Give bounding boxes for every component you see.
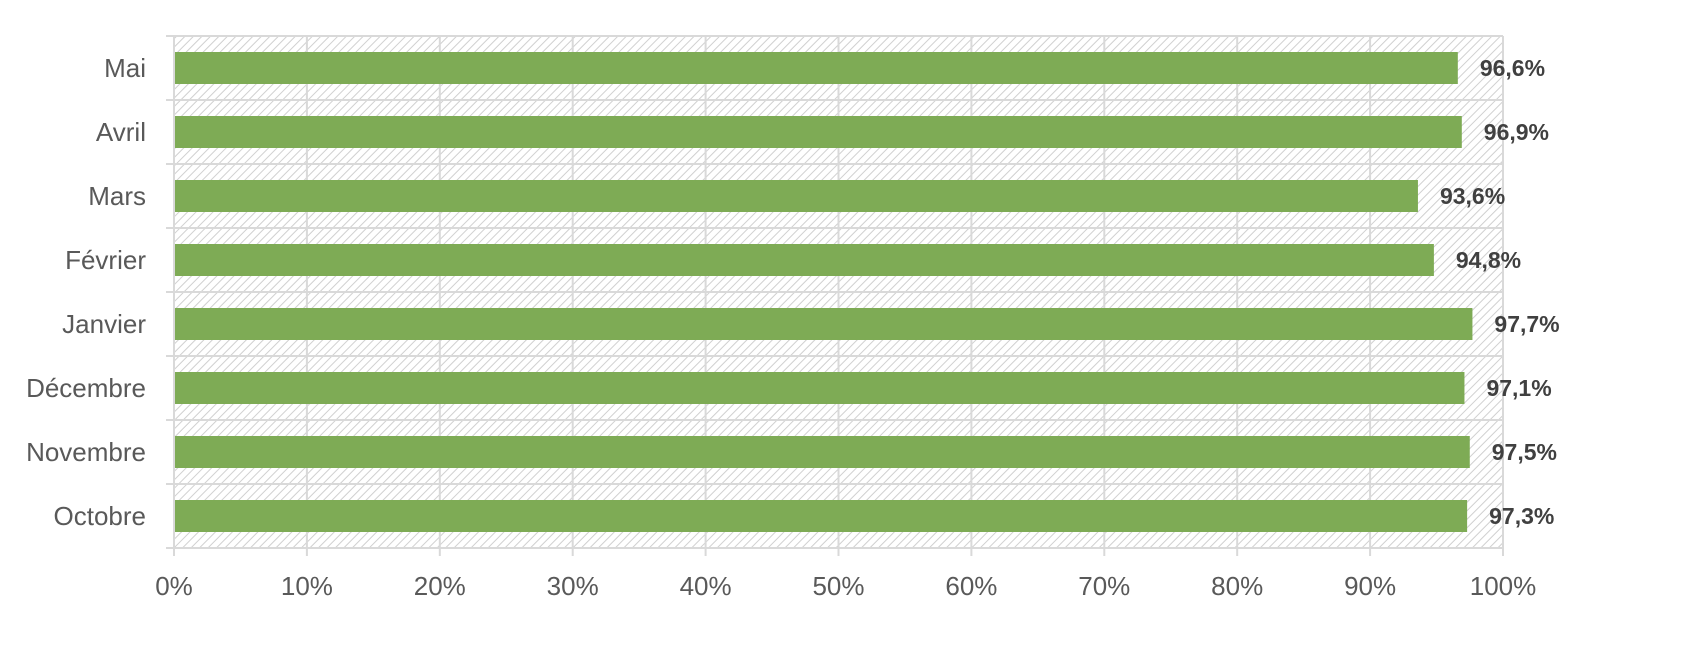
bar [175, 116, 1462, 148]
category-label: Avril [96, 117, 146, 147]
data-label: 93,6% [1440, 183, 1505, 209]
x-tick-label: 30% [547, 571, 599, 601]
category-label: Novembre [26, 437, 146, 467]
bar [175, 500, 1468, 532]
x-axis-tick-labels: 0% 10% 20% 30% 40% 50% 60% 70% 80% 90% 100% [155, 571, 1536, 601]
x-tick-label: 70% [1078, 571, 1130, 601]
category-labels: Mai Avril Mars Février Janvier Décembre Novemb… [26, 53, 146, 531]
x-tick-label: 20% [414, 571, 466, 601]
x-tick-label: 10% [281, 571, 333, 601]
category-label: Octobre [54, 501, 147, 531]
bar [175, 52, 1458, 84]
data-label: 97,1% [1486, 375, 1551, 401]
x-tick-label: 100% [1470, 571, 1537, 601]
category-label: Janvier [62, 309, 146, 339]
category-label: Décembre [26, 373, 146, 403]
bar [175, 436, 1470, 468]
data-label: 96,6% [1480, 55, 1545, 81]
bar [175, 244, 1434, 276]
x-tick-label: 0% [155, 571, 193, 601]
data-label: 97,3% [1489, 503, 1554, 529]
data-label: 96,9% [1484, 119, 1549, 145]
x-tick-label: 50% [812, 571, 864, 601]
bars [175, 52, 1473, 532]
category-label: Mars [88, 181, 146, 211]
x-tick-label: 80% [1211, 571, 1263, 601]
data-label: 94,8% [1456, 247, 1521, 273]
data-labels: 96,6% 96,9% 93,6% 94,8% 97,7% 97,1% 97,5% 97,3% [1440, 55, 1560, 529]
category-label: Février [65, 245, 146, 275]
data-label: 97,5% [1492, 439, 1557, 465]
x-tick-label: 40% [680, 571, 732, 601]
bar [175, 308, 1473, 340]
bar [175, 180, 1418, 212]
data-label: 97,7% [1494, 311, 1559, 337]
x-tick-label: 60% [945, 571, 997, 601]
category-label: Mai [104, 53, 146, 83]
x-tick-label: 90% [1344, 571, 1396, 601]
bar [175, 372, 1465, 404]
